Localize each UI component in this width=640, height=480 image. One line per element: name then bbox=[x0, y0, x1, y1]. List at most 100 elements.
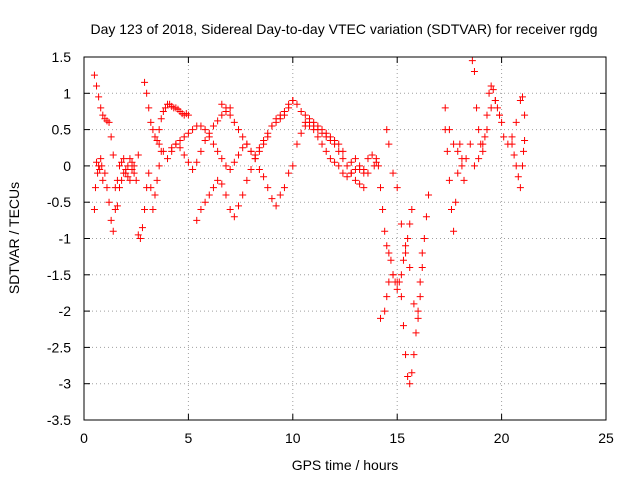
data-point bbox=[222, 162, 230, 170]
data-point bbox=[172, 140, 180, 148]
data-point bbox=[115, 162, 123, 170]
data-point bbox=[141, 205, 149, 213]
data-point bbox=[393, 184, 401, 192]
series-arc-rising-A bbox=[90, 71, 113, 126]
data-point bbox=[285, 100, 293, 108]
data-point bbox=[260, 173, 268, 181]
data-point bbox=[508, 133, 516, 141]
series-late-A bbox=[441, 126, 468, 235]
data-point bbox=[122, 169, 130, 177]
data-point bbox=[107, 133, 115, 141]
data-point bbox=[301, 118, 309, 126]
data-point bbox=[518, 93, 526, 101]
data-point bbox=[500, 133, 508, 141]
data-point bbox=[126, 155, 134, 163]
data-point bbox=[205, 191, 213, 199]
data-point bbox=[180, 151, 188, 159]
data-point bbox=[159, 107, 167, 115]
data-point bbox=[235, 202, 243, 210]
data-point bbox=[331, 158, 339, 166]
data-point bbox=[168, 144, 176, 152]
data-point bbox=[130, 169, 138, 177]
data-point bbox=[247, 147, 255, 155]
series-cluster-early bbox=[90, 151, 142, 235]
data-point bbox=[136, 235, 144, 242]
x-tick-label: 0 bbox=[80, 430, 88, 446]
data-point bbox=[209, 122, 217, 130]
data-point bbox=[414, 307, 422, 315]
data-point bbox=[115, 184, 123, 192]
series-arc-D bbox=[134, 147, 165, 242]
x-tick-label: 20 bbox=[494, 430, 510, 446]
data-point bbox=[145, 104, 153, 112]
data-point bbox=[475, 155, 483, 163]
data-point bbox=[264, 133, 272, 141]
data-point bbox=[293, 140, 301, 148]
data-point bbox=[326, 136, 334, 144]
data-point bbox=[470, 162, 478, 170]
data-point bbox=[456, 140, 464, 148]
data-point bbox=[128, 158, 136, 166]
data-point bbox=[239, 144, 247, 152]
data-point bbox=[214, 147, 222, 155]
data-point bbox=[180, 133, 188, 141]
data-point bbox=[96, 166, 104, 174]
data-point bbox=[491, 97, 499, 105]
data-point bbox=[264, 184, 272, 192]
x-tick-label: 10 bbox=[285, 430, 301, 446]
data-point bbox=[441, 104, 449, 112]
data-point bbox=[374, 162, 382, 170]
data-point bbox=[90, 71, 98, 79]
data-point bbox=[111, 205, 119, 213]
data-point bbox=[214, 176, 222, 184]
data-point bbox=[218, 155, 226, 163]
data-point bbox=[268, 122, 276, 130]
data-point bbox=[128, 166, 136, 174]
data-point bbox=[318, 129, 326, 137]
data-point bbox=[372, 155, 380, 163]
data-point bbox=[385, 278, 393, 286]
data-point bbox=[468, 57, 476, 65]
data-point bbox=[410, 300, 418, 308]
data-point bbox=[481, 133, 489, 141]
data-point bbox=[197, 205, 205, 213]
data-point bbox=[487, 82, 495, 90]
data-point bbox=[450, 140, 458, 148]
data-point bbox=[134, 151, 142, 159]
data-point bbox=[184, 129, 192, 137]
data-point bbox=[101, 169, 109, 177]
data-point bbox=[483, 111, 491, 119]
data-point bbox=[414, 314, 422, 322]
data-point bbox=[145, 169, 153, 177]
data-point bbox=[255, 166, 263, 174]
data-point bbox=[326, 155, 334, 163]
data-point bbox=[176, 144, 184, 152]
data-point bbox=[147, 184, 155, 192]
y-tick-label: -3 bbox=[59, 376, 72, 392]
data-point bbox=[351, 176, 359, 184]
data-point bbox=[406, 264, 414, 272]
ticks-layer: 0 5 10 15 20 25 1.5 1 0.5 0 -0.5 -1 -1.5 -2 -2.5 -3 -3.5 bbox=[47, 49, 614, 446]
data-point bbox=[364, 155, 372, 163]
data-point bbox=[124, 162, 132, 170]
data-point bbox=[397, 293, 405, 301]
data-point bbox=[381, 227, 389, 235]
data-point bbox=[184, 111, 192, 119]
series-late-C bbox=[468, 57, 506, 155]
data-point bbox=[132, 176, 140, 184]
data-point bbox=[301, 111, 309, 119]
data-point bbox=[310, 126, 318, 134]
data-point bbox=[130, 162, 138, 170]
data-point bbox=[285, 169, 293, 177]
data-point bbox=[297, 107, 305, 115]
data-point bbox=[445, 176, 453, 184]
data-point bbox=[518, 162, 526, 170]
data-point bbox=[118, 176, 126, 184]
data-point bbox=[272, 202, 280, 210]
data-point bbox=[99, 111, 107, 119]
data-point bbox=[151, 191, 159, 199]
series-arc-J bbox=[301, 118, 372, 181]
series-arc-I bbox=[272, 118, 368, 210]
data-point bbox=[454, 147, 462, 155]
